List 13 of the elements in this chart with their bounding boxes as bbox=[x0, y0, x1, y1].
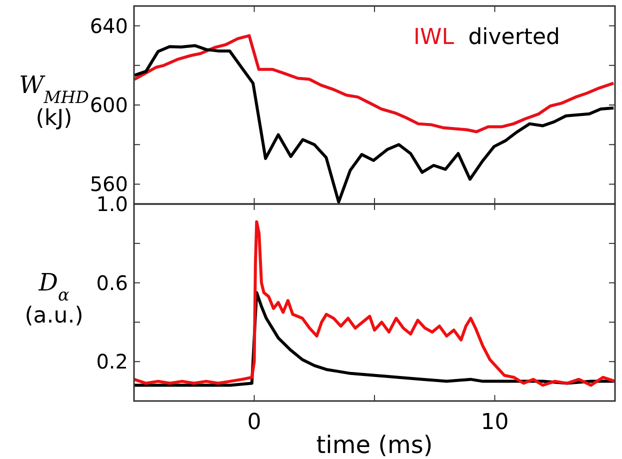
line-series bbox=[132, 44, 616, 204]
text: diverted bbox=[468, 25, 560, 50]
x-tick-label: 10 bbox=[480, 410, 509, 435]
y-axis-title: D$_{α}$ (a.u.) bbox=[24, 268, 84, 328]
y-tick-label: 600 bbox=[90, 93, 128, 117]
x-axis-title: time (ms) bbox=[316, 431, 433, 459]
line-series bbox=[132, 220, 616, 387]
y-tick-label: 640 bbox=[90, 14, 128, 38]
y-tick-label: 0.6 bbox=[96, 270, 128, 295]
text: IWL bbox=[414, 25, 455, 50]
y-tick-label: 0.2 bbox=[96, 350, 128, 374]
y-axis-title: W$_{MHD}$ (kJ) bbox=[19, 71, 90, 131]
x-tick-label: 0 bbox=[247, 410, 262, 435]
